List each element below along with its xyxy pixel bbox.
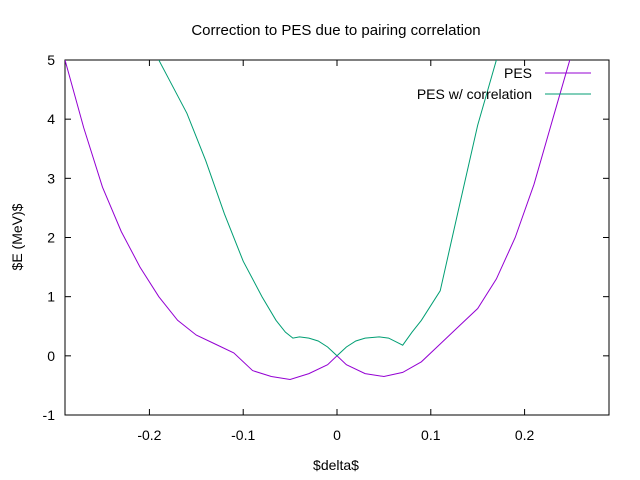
chart-title: Correction to PES due to pairing correla… — [191, 22, 480, 39]
y-tick-label: 4 — [47, 111, 55, 127]
legend-label: PES w/ correlation — [417, 86, 532, 102]
y-axis-label: $E (MeV)$ — [9, 203, 25, 270]
series-line-0 — [65, 60, 571, 381]
series-lines — [65, 60, 571, 381]
x-tick-label: -0.2 — [137, 427, 161, 443]
x-axis-label: $delta$ — [313, 457, 359, 473]
y-tick-label: 0 — [47, 348, 55, 364]
plot-frame — [64, 59, 610, 416]
legend: PES PES w/ correlation — [417, 65, 591, 102]
y-tick-labels: -1 0 1 2 3 4 5 — [43, 52, 56, 423]
x-tick-label: 0 — [333, 427, 341, 443]
y-tick-label: 5 — [47, 52, 55, 68]
x-tick-labels: -0.2 -0.1 0 0.1 0.2 — [137, 427, 534, 443]
axis-ticks — [65, 59, 609, 416]
y-tick-label: 3 — [47, 170, 55, 186]
x-tick-label: 0.2 — [515, 427, 535, 443]
x-tick-label: -0.1 — [231, 427, 255, 443]
series-line-1 — [158, 60, 498, 357]
y-tick-label: -1 — [43, 407, 56, 423]
x-tick-label: 0.1 — [421, 427, 441, 443]
y-tick-label: 2 — [47, 230, 55, 246]
y-tick-label: 1 — [47, 289, 55, 305]
legend-label: PES — [504, 65, 532, 81]
